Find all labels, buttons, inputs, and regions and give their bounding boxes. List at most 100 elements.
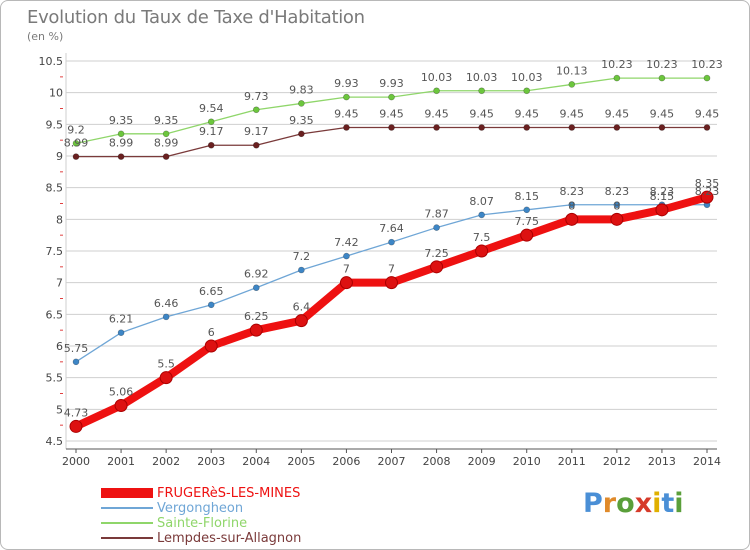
data-point [610, 212, 624, 226]
data-point [478, 211, 485, 219]
x-tick-label: 2005 [287, 455, 315, 468]
series-lines [69, 74, 714, 433]
data-point [162, 130, 170, 138]
chart-unit: (en %) [27, 30, 64, 43]
data-point [72, 153, 80, 160]
data-point [658, 74, 666, 82]
x-tick-label: 2003 [197, 455, 225, 468]
x-tick-label: 2002 [152, 455, 180, 468]
x-tick-label: 2013 [648, 455, 676, 468]
data-point [613, 124, 621, 131]
legend-label: Vergongheon [157, 501, 244, 516]
data-label: 4.73 [64, 406, 89, 419]
data-label: 9.45 [424, 108, 449, 121]
data-point [388, 93, 395, 101]
data-point [433, 224, 440, 231]
data-label: 9.54 [199, 102, 224, 115]
data-point [343, 93, 350, 101]
data-label: 9.45 [560, 108, 585, 121]
data-label: 6.46 [154, 297, 179, 310]
y-tick-label: 10 [49, 87, 63, 100]
y-tick-label: 6.5 [46, 308, 64, 321]
x-tick-label: 2012 [603, 455, 631, 468]
x-tick-label: 2000 [62, 455, 90, 468]
legend-label: Sainte-Florine [157, 516, 248, 531]
data-point [613, 201, 621, 209]
data-label: 9.2 [67, 123, 85, 136]
x-tick-label: 2004 [242, 455, 270, 468]
x-tick-label: 2009 [468, 455, 496, 468]
data-point [523, 87, 531, 95]
data-label: 5.06 [109, 386, 134, 399]
data-point [207, 301, 215, 309]
data-label: 8.35 [695, 177, 720, 190]
data-point [433, 87, 440, 95]
logo-letter: x [634, 488, 653, 519]
data-point [655, 203, 669, 217]
data-point [339, 276, 353, 290]
data-label: 9.17 [199, 125, 224, 138]
data-label: 7.87 [424, 208, 449, 221]
proxiti-logo: Proxiti [583, 488, 684, 519]
data-label: 6.92 [244, 268, 269, 281]
legend-label: Lempdes-sur-Allagnon [157, 531, 302, 546]
data-point [388, 124, 395, 131]
data-label: 6.25 [244, 310, 269, 323]
y-tick-label: 9.5 [46, 118, 64, 131]
data-point [703, 124, 711, 131]
data-label: 9.83 [289, 83, 314, 96]
data-label: 9.45 [605, 108, 630, 121]
data-label: 8.23 [605, 185, 630, 198]
data-label: 8.15 [514, 190, 539, 203]
data-label: 9.17 [244, 125, 269, 138]
data-point [520, 228, 534, 242]
legend-swatch [101, 507, 153, 509]
y-tick-label: 5.5 [46, 372, 64, 385]
data-label: 8.99 [64, 137, 89, 150]
axes: 4.5 5 5.5 6 6.5 7 7.5 8 8.5 9 9.5 10 10.5 2000 2001 200… [39, 53, 721, 468]
data-label: 7.64 [379, 222, 404, 235]
data-label: 7.75 [514, 215, 539, 228]
data-point [69, 419, 83, 433]
data-point [478, 87, 485, 95]
data-label: 8.23 [560, 185, 585, 198]
logo-letter: i [652, 488, 662, 519]
data-point [252, 141, 260, 149]
data-point [162, 153, 170, 160]
x-tick-label: 2008 [423, 455, 451, 468]
data-label: 10.23 [646, 58, 678, 71]
data-label: 10.03 [511, 71, 543, 84]
data-label: 8 [568, 199, 575, 212]
data-point [298, 100, 305, 107]
data-label: 7 [388, 263, 395, 276]
data-point [343, 252, 350, 260]
data-point [207, 118, 215, 126]
data-label: 8.23 [695, 185, 720, 198]
x-tick-label: 2001 [107, 455, 135, 468]
data-point [703, 74, 711, 82]
data-point [72, 358, 80, 366]
data-label: 5.75 [64, 342, 89, 355]
data-label: 10.23 [691, 58, 723, 71]
data-label: 8.23 [650, 185, 675, 198]
data-point [523, 206, 531, 214]
logo-letter: o [616, 488, 635, 519]
data-label: 9.93 [379, 77, 404, 90]
data-point [294, 314, 308, 328]
data-label: 9.45 [695, 108, 720, 121]
data-label: 8.15 [650, 190, 675, 203]
x-tick-label: 2014 [693, 455, 721, 468]
x-tick-label: 2010 [513, 455, 541, 468]
data-label: 6 [208, 326, 215, 339]
data-label: 6.65 [199, 285, 224, 298]
data-label: 9.45 [514, 108, 539, 121]
data-label: 7.5 [473, 231, 491, 244]
data-label: 9.45 [650, 108, 675, 121]
data-label: 9.35 [154, 114, 179, 127]
logo-letter: r [602, 488, 617, 519]
x-tick-label: 2011 [558, 455, 586, 468]
data-label: 7.2 [293, 250, 311, 263]
data-label: 9.45 [334, 108, 359, 121]
